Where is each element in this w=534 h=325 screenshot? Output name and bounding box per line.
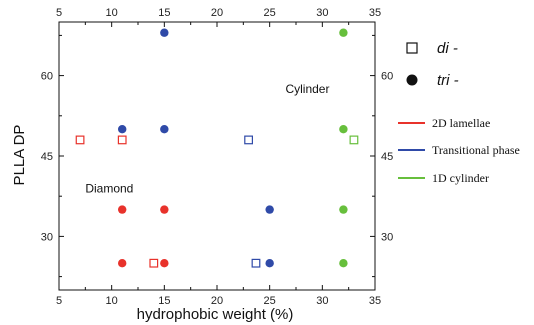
legend-open-square-icon [406, 42, 418, 54]
data-point-cylinder-tri [339, 259, 348, 268]
region-label-diamond: Diamond [85, 181, 133, 195]
data-point-cylinder-tri [339, 205, 348, 214]
legend-filled-circle-icon [406, 74, 418, 86]
legend-marker-label: tri - [437, 72, 459, 89]
x-tick-label-top: 20 [211, 7, 223, 19]
region-label-cylinder: Cylinder [285, 82, 329, 96]
x-tick-label-bottom: 5 [56, 295, 62, 307]
y-tick-label-left: 45 [41, 151, 53, 163]
data-point-transitional-tri [160, 28, 169, 37]
data-point-lamellae-di [149, 258, 159, 268]
x-tick-label-top: 10 [106, 7, 118, 19]
data-point-transitional-tri [265, 259, 274, 268]
legend-marker-label: di - [437, 40, 458, 57]
x-tick-label-top: 5 [56, 7, 62, 19]
data-point-cylinder-di [349, 135, 359, 145]
legend-line-label: Transitional phase [432, 143, 520, 157]
data-point-transitional-di [244, 135, 254, 145]
legend-line-label: 2D lamellae [432, 116, 490, 130]
y-tick-label-right: 45 [381, 151, 393, 163]
x-tick-label-bottom: 10 [106, 295, 118, 307]
x-tick-label-bottom: 15 [158, 295, 170, 307]
data-point-lamellae-tri [118, 205, 127, 214]
x-tick-label-top: 35 [369, 7, 381, 19]
data-point-lamellae-tri [160, 205, 169, 214]
data-point-transitional-tri [265, 205, 274, 214]
x-tick-label-top: 30 [316, 7, 328, 19]
x-tick-label-top: 15 [158, 7, 170, 19]
x-axis-title: hydrophobic weight (%) [137, 306, 294, 323]
data-point-lamellae-tri [160, 259, 169, 268]
x-tick-label-bottom: 30 [316, 295, 328, 307]
data-point-lamellae-tri [118, 259, 127, 268]
y-tick-label-right: 30 [381, 231, 393, 243]
x-tick-label-bottom: 35 [369, 295, 381, 307]
data-point-transitional-tri [118, 125, 127, 134]
y-axis-title: PLLA DP [11, 125, 28, 186]
y-tick-label-left: 30 [41, 231, 53, 243]
plot-frame [58, 21, 376, 291]
data-point-cylinder-tri [339, 28, 348, 37]
x-tick-label-top: 25 [264, 7, 276, 19]
legend-line-label: 1D cylinder [432, 171, 489, 185]
x-tick-label-bottom: 25 [264, 295, 276, 307]
data-point-transitional-di [251, 258, 261, 268]
data-point-cylinder-tri [339, 125, 348, 134]
y-tick-label-right: 60 [381, 71, 393, 83]
x-tick-label-bottom: 20 [211, 295, 223, 307]
data-point-lamellae-di [117, 135, 127, 145]
data-point-lamellae-di [75, 135, 85, 145]
y-tick-label-left: 60 [41, 71, 53, 83]
data-point-transitional-tri [160, 125, 169, 134]
